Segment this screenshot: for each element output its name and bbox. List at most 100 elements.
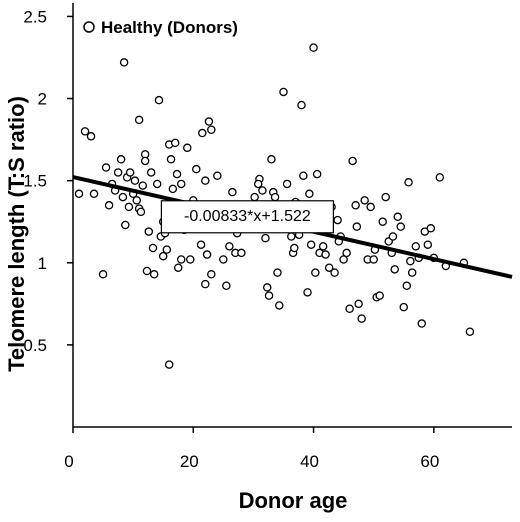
data-point — [354, 299, 363, 309]
data-point — [219, 255, 228, 264]
x-tick-label: 40 — [300, 452, 319, 471]
legend: Healthy (Donors) — [83, 18, 238, 37]
data-point — [225, 242, 234, 251]
data-point — [146, 168, 156, 177]
data-point — [204, 117, 214, 126]
data-point — [312, 169, 322, 179]
regression-equation: -0.00833*x+1.522 — [184, 208, 311, 225]
data-point — [406, 256, 415, 266]
data-point — [360, 196, 369, 205]
data-point — [311, 268, 320, 277]
regression-annotation: -0.00833*x+1.522 — [160, 200, 334, 234]
data-point — [399, 302, 409, 312]
data-point — [140, 156, 150, 166]
data-point — [290, 243, 299, 253]
data-point — [86, 132, 96, 141]
data-point — [378, 217, 387, 226]
data-point — [275, 301, 284, 310]
x-axis-title: Donor age — [239, 488, 348, 513]
data-point — [124, 202, 134, 212]
data-point — [142, 266, 152, 276]
data-point — [201, 279, 210, 289]
data-point — [351, 201, 360, 210]
data-point — [375, 291, 384, 300]
x-axis-ticks: 0 20 40 60 — [64, 427, 439, 471]
data-point — [183, 143, 192, 153]
data-point — [404, 178, 413, 187]
data-point — [136, 207, 146, 217]
data-point — [250, 192, 259, 202]
x-tick-label: 20 — [180, 452, 199, 471]
data-point — [330, 268, 339, 277]
data-point — [262, 283, 272, 292]
data-point — [166, 155, 176, 164]
data-point — [202, 250, 212, 259]
data-point — [132, 196, 141, 205]
data-point — [318, 242, 328, 251]
data-point — [222, 281, 231, 291]
data-point — [116, 155, 126, 164]
data-point — [144, 227, 154, 236]
data-point — [321, 250, 330, 259]
data-point — [207, 270, 216, 279]
data-point — [138, 181, 148, 190]
data-point — [118, 192, 128, 202]
data-point — [173, 263, 183, 272]
data-point — [261, 233, 270, 243]
data-point — [101, 163, 111, 172]
data-point — [89, 189, 99, 199]
data-point — [287, 232, 296, 241]
data-point — [148, 243, 158, 253]
data-point — [162, 245, 172, 254]
data-point — [186, 255, 195, 264]
data-point — [176, 179, 186, 189]
data-point — [390, 265, 399, 274]
data-point — [98, 270, 108, 279]
data-point — [465, 327, 475, 336]
data-point — [170, 138, 180, 148]
data-point — [342, 248, 351, 258]
data-point — [237, 248, 246, 258]
data-point — [426, 224, 436, 233]
data-point — [396, 222, 405, 231]
data-point — [80, 127, 90, 136]
annotation-box — [160, 200, 334, 234]
data-point — [172, 169, 182, 179]
y-tick-label: 0.5 — [23, 336, 47, 355]
y-axis-title: Telomere length (T:S ratio) — [4, 96, 29, 372]
data-point — [282, 179, 292, 189]
data-point — [130, 176, 140, 185]
data-point — [168, 184, 178, 194]
data-point — [388, 232, 398, 241]
data-point — [201, 176, 210, 185]
data-point — [270, 192, 280, 202]
data-point — [402, 281, 412, 291]
data-point — [299, 171, 308, 180]
data-point — [407, 268, 417, 277]
data-point — [134, 115, 144, 125]
data-point — [176, 255, 186, 264]
data-point — [273, 268, 282, 277]
y-tick-label: 2 — [38, 90, 47, 109]
data-point — [352, 222, 362, 231]
data-point — [228, 187, 237, 197]
data-point — [192, 164, 201, 174]
data-point — [121, 220, 130, 230]
x-tick-label: 0 — [64, 452, 73, 471]
data-point — [324, 263, 334, 272]
data-point — [154, 95, 164, 105]
data-point — [435, 173, 445, 182]
legend-label: Healthy (Donors) — [101, 18, 238, 37]
data-point — [366, 202, 375, 212]
data-point — [297, 100, 306, 110]
data-point — [152, 179, 162, 189]
data-point — [253, 179, 263, 189]
y-axis-ticks: 0.5 1 1.5 2 2.5 — [23, 7, 73, 355]
legend-marker — [83, 21, 95, 33]
data-point — [309, 43, 318, 52]
data-point — [305, 189, 314, 199]
data-point — [423, 240, 433, 249]
data-point — [417, 319, 427, 328]
data-point — [164, 360, 174, 369]
data-point — [345, 304, 354, 314]
